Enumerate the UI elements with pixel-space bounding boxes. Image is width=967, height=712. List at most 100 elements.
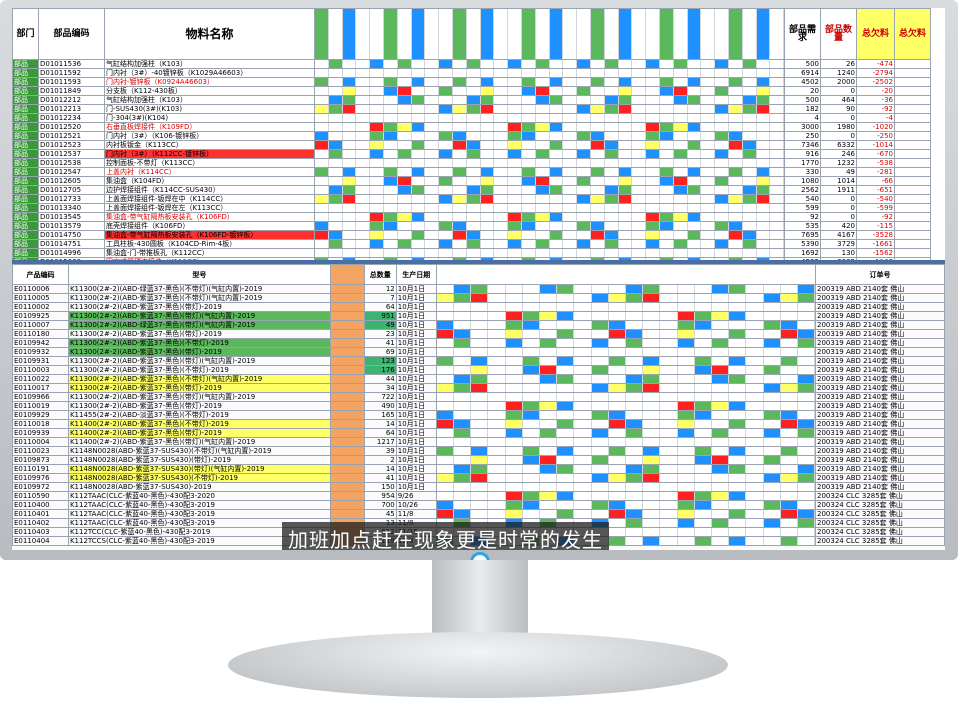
dept-cell: 部品 — [12, 167, 39, 177]
lower-row: E0109925 K11300(2#-2)(ABD-紫蓝37-黑色)(带灯)(气缸… — [12, 311, 945, 321]
model-cell: K11455(2#-2)(ABD-淡蓝37-黑色)(不带灯)-2019 — [67, 410, 331, 420]
name-cell: 门内衬（3#）-40镀锌板（K1029A46603） — [104, 68, 315, 78]
upper-row: 部品 D01014996 集油盒-门-带推板孔（K112CC） 1692 130 -156… — [12, 248, 931, 258]
date-cell: 10月1日 — [395, 437, 437, 447]
dept-cell: 部品 — [12, 86, 39, 96]
date-cell: 11/8 — [395, 509, 437, 519]
short-cell: -4 — [856, 113, 895, 123]
date-cell: 10月1日 — [395, 374, 437, 384]
date-cell: 10月1日 — [395, 383, 437, 393]
demand-cell: 6914 — [784, 68, 821, 78]
total-cell: 34 — [363, 383, 397, 393]
flag-cell — [329, 491, 365, 501]
upper-table: 部门 部品编码 物料名称 部品需求 部品数量 总欠料 总欠料 部品 D010115… — [12, 8, 931, 260]
schedule-cell — [435, 437, 817, 447]
qty-cell: 3729 — [820, 239, 857, 249]
short-cell: -1020 — [856, 122, 895, 132]
code-cell: E0110006 — [12, 284, 69, 294]
empty-cell — [894, 131, 931, 141]
code-cell: D01012213 — [38, 104, 105, 114]
order-cell: 200319 ABD 2140套 佛山 — [815, 419, 945, 429]
order-cell: 200319 ABD 2140套 佛山 — [815, 320, 945, 330]
date-cell: 10月1日 — [395, 482, 437, 492]
order-cell: 200324 CLC 3285套 佛山 — [815, 536, 945, 546]
qty-cell: 1240 — [820, 68, 857, 78]
lower-row: E0110401 K112TAAC(CLC-紫蓝40-黑色)-430配3-2019… — [12, 509, 945, 519]
code-cell: D01012523 — [38, 140, 105, 150]
model-cell: K11300(2#-2)(ABD-绿蓝37-黑色)(带灯)(气缸内置)-2019 — [67, 320, 331, 330]
model-cell: K112TAAC(CLC-紫蓝40-黑色)-430配3-2019 — [67, 509, 331, 519]
lower-row: E0109942 K11300(2#-2)(ABD-紫蓝37-黑色)(不带灯)-2… — [12, 338, 945, 348]
empty-cell — [894, 68, 931, 78]
empty-cell — [894, 176, 931, 186]
qty-cell: 0 — [820, 212, 857, 222]
demand-cell: 330 — [784, 167, 821, 177]
code-cell: E0109976 — [12, 473, 69, 483]
order-cell: 200319 ABD 2140套 佛山 — [815, 401, 945, 411]
short-cell: -474 — [856, 59, 895, 69]
total-cell: 39 — [363, 446, 397, 456]
lower-row: E0110019 K11300(2#-2)(ABD-紫蓝37-黑色)(带灯)-20… — [12, 401, 945, 411]
total-cell: 41 — [363, 473, 397, 483]
flag-cell — [329, 284, 365, 294]
model-cell: K11300(2#-2)(ABD-紫蓝37-黑色)(带灯)(气缸内置)-2019 — [67, 356, 331, 366]
grid-cell — [314, 122, 785, 132]
total-cell: 41 — [363, 338, 397, 348]
qty-cell: 0 — [820, 131, 857, 141]
code-cell: D01012521 — [38, 131, 105, 141]
empty-cell — [894, 104, 931, 114]
name-cell: 门-SUS430(3#)(K103) — [104, 104, 315, 114]
name-cell: 内衬板钣金（K113CC） — [104, 140, 315, 150]
qty-cell: 2000 — [820, 77, 857, 87]
order-cell: 200319 ABD 2140套 佛山 — [815, 374, 945, 384]
flag-cell — [329, 428, 365, 438]
header-cell: 部品数量 — [820, 8, 857, 60]
short-cell: -2794 — [856, 68, 895, 78]
date-cell: 10/26 — [395, 500, 437, 510]
demand-cell: 2562 — [784, 185, 821, 195]
name-cell: 边护焊接组件（K114CC-SUS430） — [104, 185, 315, 195]
model-cell: K11300(2#-2)(ABD-紫蓝37-黑色)(带灯)-2019 — [67, 401, 331, 411]
date-cell: 10月1日 — [395, 293, 437, 303]
demand-cell: 92 — [784, 212, 821, 222]
code-cell: D01011593 — [38, 77, 105, 87]
code-cell: E0109939 — [12, 428, 69, 438]
flag-cell — [329, 509, 365, 519]
flag-cell — [329, 320, 365, 330]
model-cell: K11300(2#-2)(ABD-紫蓝37-黑色)(带灯)-2019 — [67, 383, 331, 393]
upper-row: 部品 D01012213 门-SUS430(3#)(K103) 182 90 -92 — [12, 104, 931, 114]
order-cell: 200319 ABD 2140套 佛山 — [815, 293, 945, 303]
order-cell: 200319 ABD 2140套 佛山 — [815, 356, 945, 366]
name-cell: 集油盒-带气缸隔热板安装孔（K106FD-镀锌板） — [104, 230, 315, 240]
flag-cell — [329, 410, 365, 420]
date-cell: 10月1日 — [395, 446, 437, 456]
code-cell: D01012705 — [38, 185, 105, 195]
header-cell: 物料名称 — [104, 8, 315, 60]
code-cell: E0110023 — [12, 446, 69, 456]
grid-cell — [314, 104, 785, 114]
short-cell: -115 — [856, 221, 895, 231]
short-cell: -1014 — [856, 140, 895, 150]
total-cell: 64 — [363, 302, 397, 312]
lower-row: E0110022 K11300(2#-2)(ABD-紫蓝37-黑色)(不带灯)(气… — [12, 374, 945, 384]
qty-cell: 0 — [820, 86, 857, 96]
code-cell: E0110003 — [12, 365, 69, 375]
grid-cell — [314, 59, 785, 69]
dept-cell: 部品 — [12, 194, 39, 204]
model-cell: K11300(2#-2)(ABD-紫蓝37-黑色)(带灯)(气缸内置)-2019 — [67, 311, 331, 321]
qty-cell: 0 — [820, 203, 857, 213]
upper-row: 部品 D01012538 控制面板-不带灯（K113CC） 1770 1232 -538 — [12, 158, 931, 168]
code-cell: D01013579 — [38, 221, 105, 231]
lower-row: E0109972 K1148N0028(ABD-紫蓝37-SUS430)-2019… — [12, 482, 945, 492]
schedule-cell — [435, 338, 817, 348]
header-cell: 部门 — [12, 8, 39, 60]
model-cell: K11300(2#-2)(ABD-紫蓝37-黑色)(不带灯)-2019 — [67, 338, 331, 348]
code-cell: E0110004 — [12, 437, 69, 447]
grid-cell — [314, 77, 785, 87]
code-cell: E0109925 — [12, 311, 69, 321]
schedule-cell — [435, 473, 817, 483]
flag-cell — [329, 446, 365, 456]
dept-cell: 部品 — [12, 131, 39, 141]
schedule-cell — [435, 500, 817, 510]
header-cell: 生产日期 — [395, 264, 437, 285]
